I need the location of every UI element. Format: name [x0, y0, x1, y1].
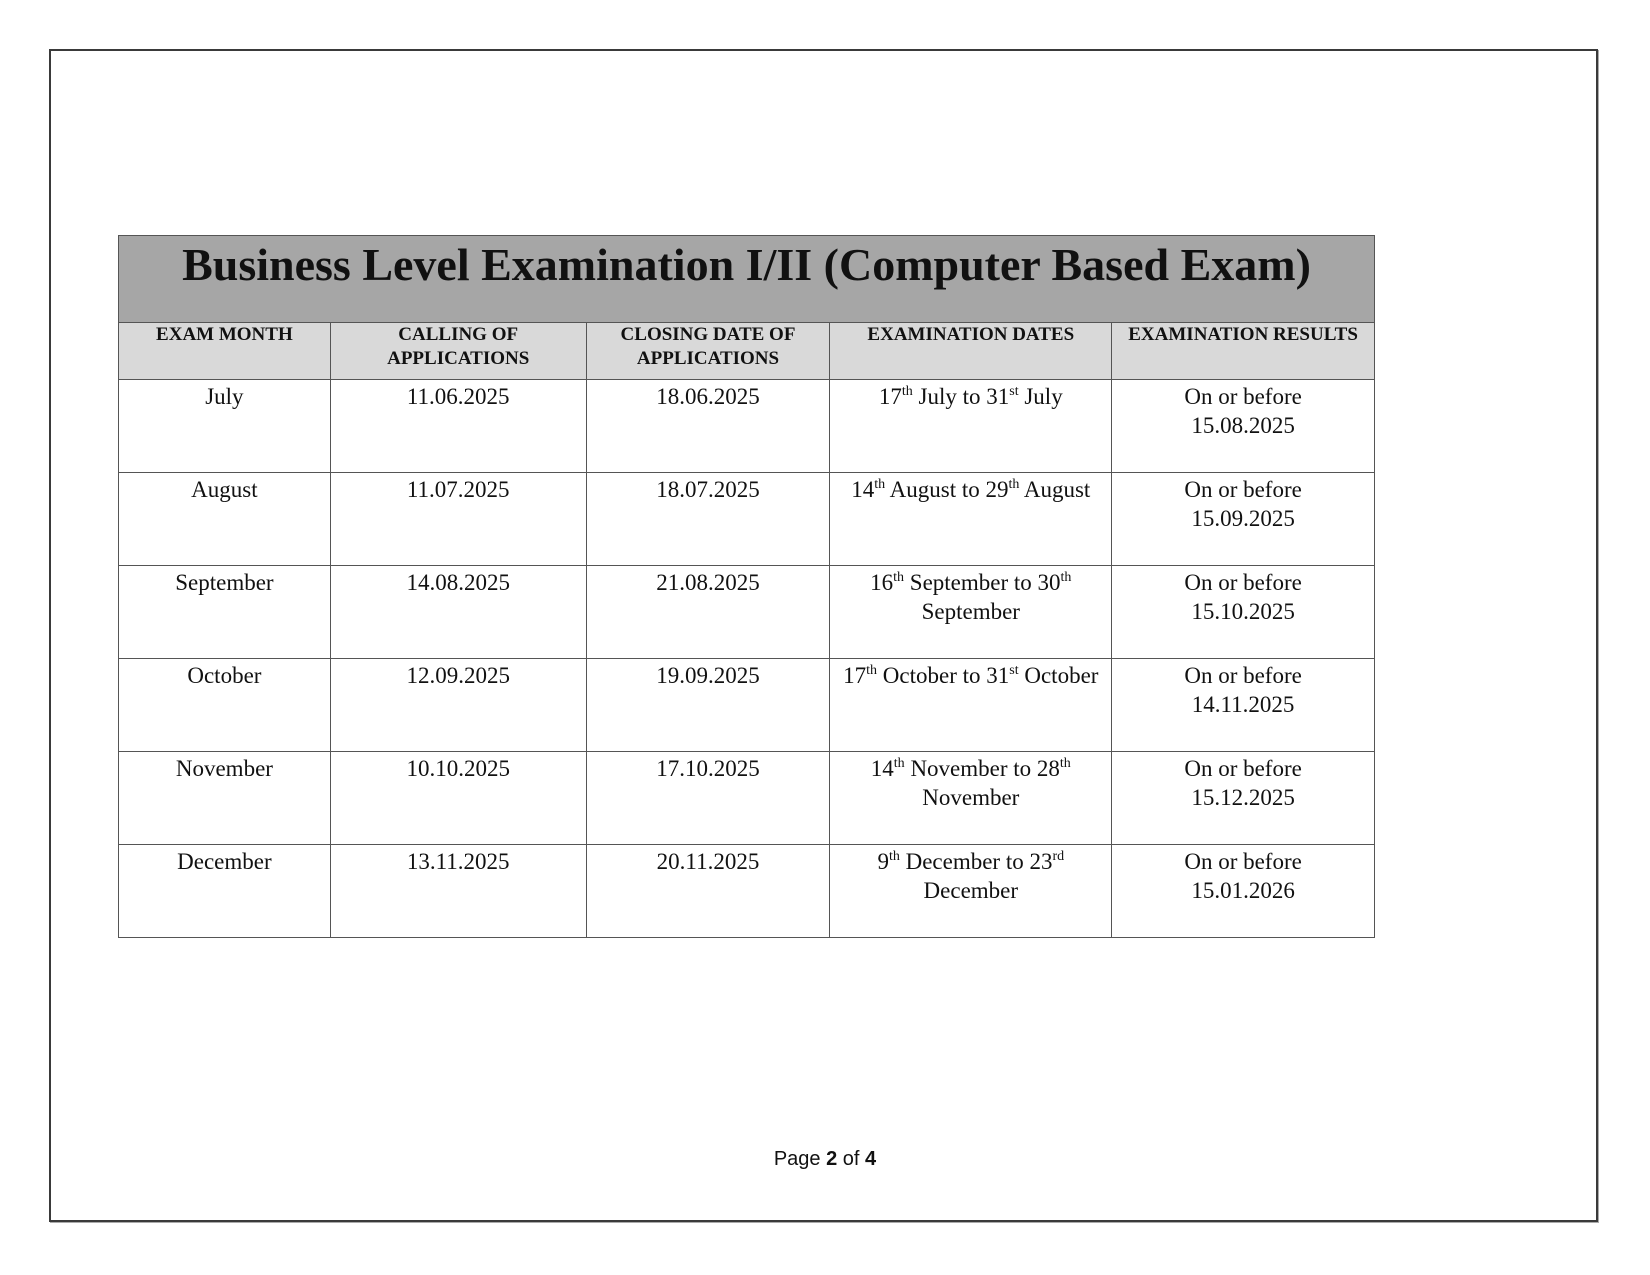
- table-row: November 10.10.2025 17.10.2025 14th Novembe…: [118, 751, 1375, 845]
- header-calling: CALLING OF APPLICATIONS: [329, 322, 587, 380]
- exam-dates: 17th July to 31st July: [829, 379, 1113, 473]
- exam-month: July: [118, 379, 331, 473]
- header-results: EXAMINATION RESULTS: [1111, 322, 1375, 380]
- exam-dates: 14th November to 28th November: [829, 751, 1113, 845]
- table-row: July 11.06.2025 18.06.2025 17th July to 31s…: [118, 379, 1375, 473]
- closing-date: 20.11.2025: [585, 844, 831, 938]
- exam-month: November: [118, 751, 331, 845]
- table-row: December 13.11.2025 20.11.2025 9th December…: [118, 844, 1375, 938]
- header-exam-month: EXAM MONTH: [118, 322, 331, 380]
- header-exam-dates: EXAMINATION DATES: [829, 322, 1113, 380]
- closing-date: 17.10.2025: [585, 751, 831, 845]
- exam-dates: 9th December to 23rd December: [829, 844, 1113, 938]
- exam-month: October: [118, 658, 331, 752]
- closing-date: 21.08.2025: [585, 565, 831, 659]
- exam-results: On or before 14.11.2025: [1111, 658, 1375, 752]
- calling-date: 11.07.2025: [329, 472, 587, 566]
- closing-date: 18.06.2025: [585, 379, 831, 473]
- calling-date: 12.09.2025: [329, 658, 587, 752]
- page-border: [49, 49, 1598, 1222]
- calling-date: 11.06.2025: [329, 379, 587, 473]
- exam-results: On or before 15.10.2025: [1111, 565, 1375, 659]
- exam-dates: 17th October to 31st October: [829, 658, 1113, 752]
- table-row: October 12.09.2025 19.09.2025 17th October …: [118, 658, 1375, 752]
- exam-month: September: [118, 565, 331, 659]
- table-title: Business Level Examination I/II (Compute…: [118, 235, 1375, 323]
- calling-date: 13.11.2025: [329, 844, 587, 938]
- page-number: Page 2 of 4: [773, 1148, 877, 1170]
- calling-date: 10.10.2025: [329, 751, 587, 845]
- exam-dates: 14th August to 29th August: [829, 472, 1113, 566]
- exam-results: On or before 15.09.2025: [1111, 472, 1375, 566]
- table-row: August 11.07.2025 18.07.2025 14th August to…: [118, 472, 1375, 566]
- table-row: September 14.08.2025 21.08.2025 16th Septem…: [118, 565, 1375, 659]
- header-closing: CLOSING DATE OF APPLICATIONS: [585, 322, 831, 380]
- exam-results: On or before 15.01.2026: [1111, 844, 1375, 938]
- closing-date: 19.09.2025: [585, 658, 831, 752]
- exam-month: August: [118, 472, 331, 566]
- exam-results: On or before 15.12.2025: [1111, 751, 1375, 845]
- calling-date: 14.08.2025: [329, 565, 587, 659]
- exam-results: On or before 15.08.2025: [1111, 379, 1375, 473]
- exam-month: December: [118, 844, 331, 938]
- closing-date: 18.07.2025: [585, 472, 831, 566]
- exam-schedule-table: Business Level Examination I/II (Compute…: [118, 235, 1375, 938]
- exam-dates: 16th September to 30th September: [829, 565, 1113, 659]
